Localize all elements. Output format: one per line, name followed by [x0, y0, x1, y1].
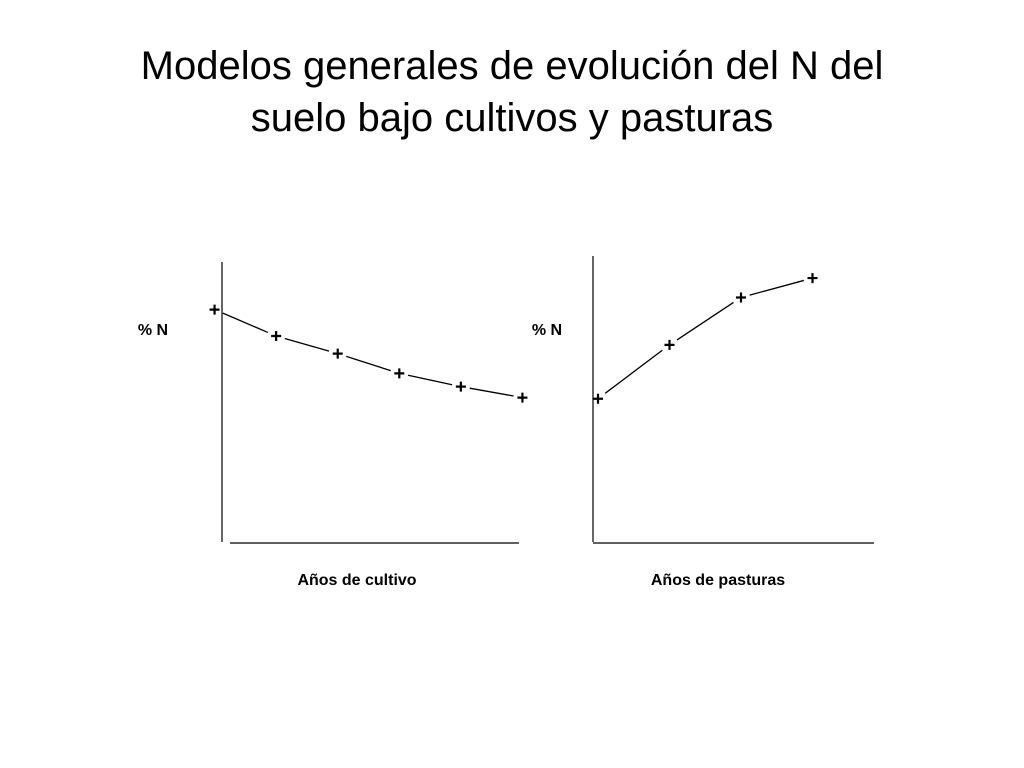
data-point-marker — [271, 331, 282, 341]
y-axis-label: % N — [138, 322, 168, 339]
series-segment — [604, 349, 663, 394]
data-point-marker — [593, 393, 603, 404]
data-point-marker — [455, 381, 466, 392]
series-segment — [749, 279, 804, 296]
y-axis-label: % N — [532, 322, 562, 339]
data-point-marker — [664, 339, 675, 350]
series-segment — [222, 312, 269, 334]
x-axis-label: Años de pasturas — [651, 572, 785, 589]
title-line-1: Modelos generales de evolución del N del — [140, 44, 884, 88]
title-line-2: suelo bajo cultivos y pasturas — [250, 96, 774, 140]
series-marks — [593, 273, 818, 404]
data-point-marker — [394, 368, 405, 379]
data-point-marker — [332, 348, 343, 359]
series-segment — [407, 374, 453, 386]
data-point-marker — [517, 392, 528, 403]
chart-cultivo: % N Años de cultivo — [138, 262, 528, 589]
data-point-marker — [807, 273, 818, 284]
chart-pasturas: % N Años de pasturas — [532, 256, 874, 589]
series-marks — [209, 304, 528, 403]
data-point-marker — [209, 304, 220, 315]
x-axis-label: Años de cultivo — [297, 572, 416, 589]
slide-title: Modelos generales de evolución del N del… — [0, 40, 1024, 144]
series-segment — [676, 301, 734, 341]
series-segment — [346, 355, 391, 372]
data-point-marker — [736, 292, 746, 303]
series-segment — [469, 387, 514, 397]
series-segment — [284, 337, 330, 352]
